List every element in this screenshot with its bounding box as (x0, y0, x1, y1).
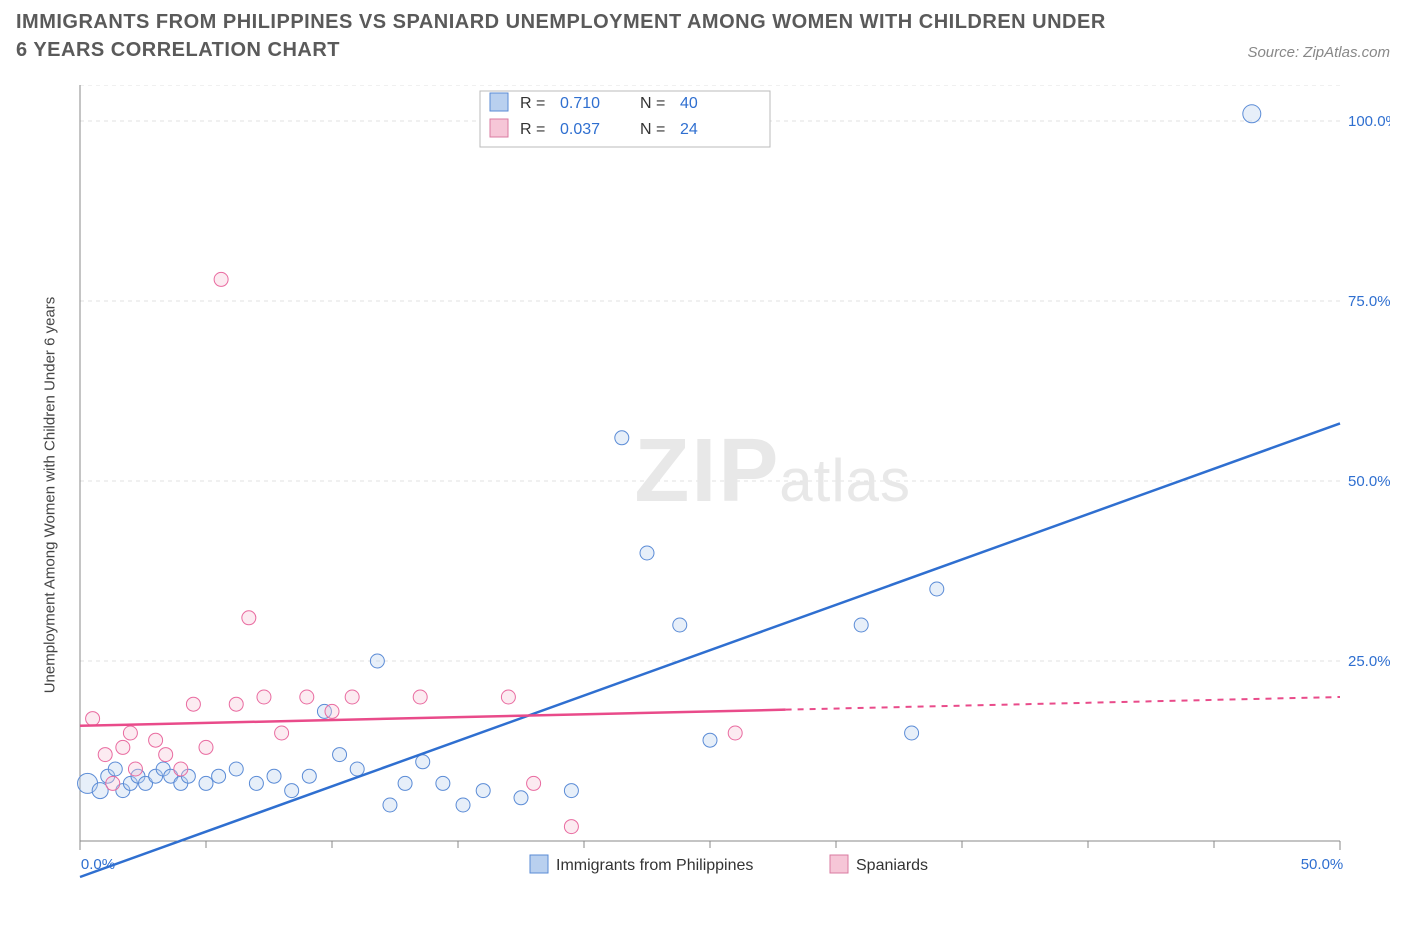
data-point-philippines (436, 776, 450, 790)
data-point-spaniards (325, 704, 339, 718)
stats-r-label: R = (520, 121, 545, 138)
trend-line-spaniards (80, 710, 786, 726)
data-point-spaniards (728, 726, 742, 740)
data-point-spaniards (174, 762, 188, 776)
data-point-spaniards (257, 690, 271, 704)
data-point-spaniards (123, 726, 137, 740)
data-point-philippines (416, 755, 430, 769)
data-point-philippines (212, 769, 226, 783)
data-point-spaniards (98, 748, 112, 762)
y-tick-label: 50.0% (1348, 473, 1390, 490)
data-point-spaniards (159, 748, 173, 762)
data-point-spaniards (413, 690, 427, 704)
chart-title: IMMIGRANTS FROM PHILIPPINES VS SPANIARD … (16, 8, 1116, 64)
stats-n-label: N = (640, 95, 665, 112)
correlation-chart-page: IMMIGRANTS FROM PHILIPPINES VS SPANIARD … (0, 0, 1406, 930)
data-point-philippines (640, 546, 654, 560)
data-point-philippines (302, 769, 316, 783)
data-point-spaniards (275, 726, 289, 740)
data-point-spaniards (242, 611, 256, 625)
data-point-philippines (199, 776, 213, 790)
data-point-philippines (456, 798, 470, 812)
x-tick-label: 50.0% (1301, 856, 1344, 873)
y-tick-label: 75.0% (1348, 293, 1390, 310)
trend-line-dash-spaniards (786, 697, 1340, 710)
data-point-spaniards (116, 740, 130, 754)
data-point-philippines (514, 791, 528, 805)
data-point-philippines (905, 726, 919, 740)
data-point-spaniards (345, 690, 359, 704)
stats-r-label: R = (520, 95, 545, 112)
stats-swatch (490, 93, 508, 111)
data-point-spaniards (86, 712, 100, 726)
data-point-spaniards (214, 272, 228, 286)
legend-swatch (830, 855, 848, 873)
legend-label: Spaniards (856, 857, 928, 874)
stats-r-value: 0.037 (560, 121, 600, 138)
y-tick-label: 25.0% (1348, 653, 1390, 670)
data-point-philippines (108, 762, 122, 776)
data-point-philippines (229, 762, 243, 776)
watermark: ZIP (634, 421, 780, 521)
data-point-philippines (267, 769, 281, 783)
data-point-philippines (350, 762, 364, 776)
legend-swatch (530, 855, 548, 873)
data-point-philippines (703, 733, 717, 747)
stats-n-label: N = (640, 121, 665, 138)
data-point-philippines (249, 776, 263, 790)
data-point-spaniards (501, 690, 515, 704)
data-point-spaniards (527, 776, 541, 790)
data-point-philippines (333, 748, 347, 762)
stats-n-value: 40 (680, 95, 698, 112)
data-point-philippines (370, 654, 384, 668)
data-point-spaniards (149, 733, 163, 747)
data-point-philippines (1243, 105, 1261, 123)
data-point-spaniards (199, 740, 213, 754)
stats-n-value: 24 (680, 121, 698, 138)
data-point-philippines (285, 784, 299, 798)
y-axis-label: Unemployment Among Women with Children U… (42, 297, 59, 694)
data-point-philippines (930, 582, 944, 596)
data-point-philippines (615, 431, 629, 445)
data-point-spaniards (229, 697, 243, 711)
data-point-spaniards (128, 762, 142, 776)
stats-r-value: 0.710 (560, 95, 600, 112)
data-point-philippines (564, 784, 578, 798)
data-point-spaniards (564, 820, 578, 834)
chart-area: Unemployment Among Women with Children U… (50, 85, 1390, 905)
data-point-philippines (854, 618, 868, 632)
stats-swatch (490, 119, 508, 137)
watermark: atlas (779, 447, 911, 514)
legend-label: Immigrants from Philippines (556, 857, 753, 874)
data-point-philippines (673, 618, 687, 632)
source-label: Source: ZipAtlas.com (1247, 44, 1390, 61)
data-point-philippines (398, 776, 412, 790)
data-point-spaniards (106, 776, 120, 790)
data-point-philippines (476, 784, 490, 798)
data-point-spaniards (186, 697, 200, 711)
y-tick-label: 100.0% (1348, 113, 1390, 130)
data-point-spaniards (300, 690, 314, 704)
data-point-philippines (383, 798, 397, 812)
scatter-chart-svg: 25.0%50.0%75.0%100.0%ZIPatlas0.0%50.0%R … (50, 85, 1390, 905)
